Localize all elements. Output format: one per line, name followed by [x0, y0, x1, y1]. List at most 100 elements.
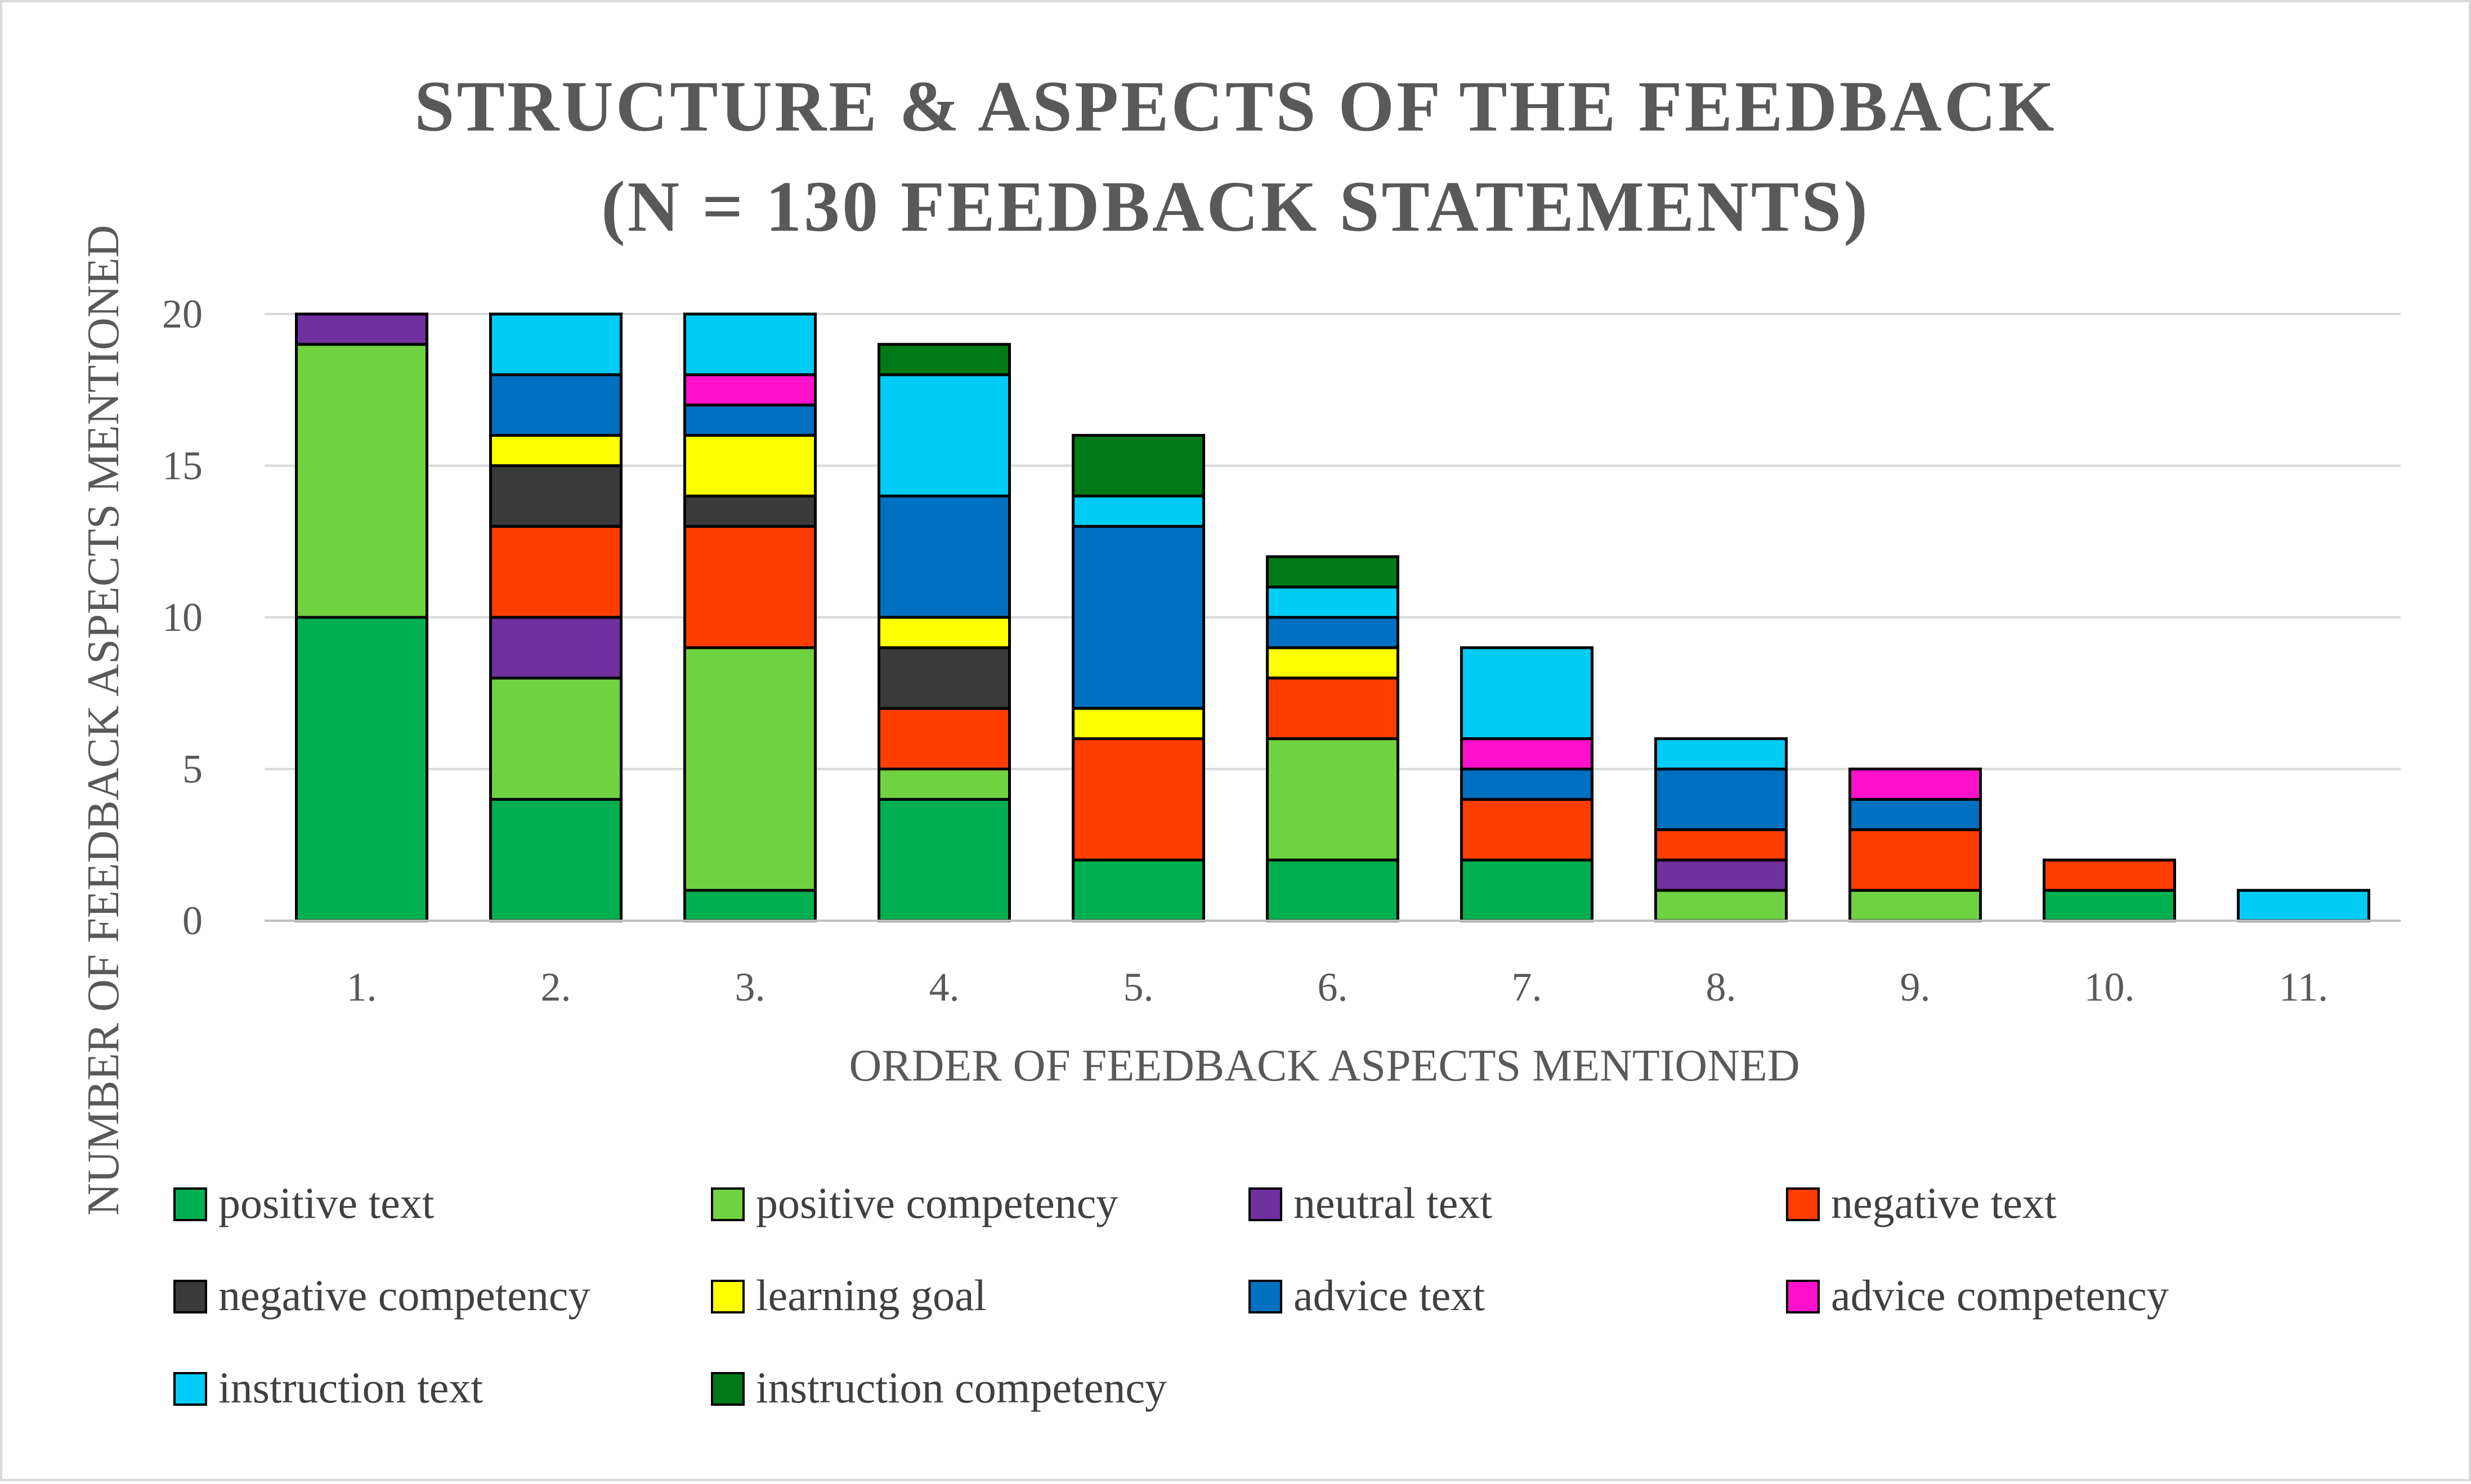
bar-segment-neutral-text-8	[1654, 858, 1788, 892]
bar-segment-positive-text-6	[1266, 858, 1399, 922]
bar-segment-instruction-text-5	[1072, 494, 1205, 528]
bar-segment-advice-text-4	[878, 494, 1011, 619]
legend-item-instruction-competency: instruction competency	[711, 1363, 1167, 1412]
bar-segment-advice-text-3	[683, 403, 817, 437]
legend-label: negative competency	[218, 1271, 590, 1320]
bar-segment-positive-text-4	[878, 797, 1011, 922]
bar-segment-positive-text-3	[683, 889, 817, 922]
bar-segment-instruction-text-6	[1266, 585, 1399, 619]
bar-segment-advice-competency-9	[1848, 768, 1982, 801]
bar-segment-neutral-text-1	[295, 312, 428, 346]
legend-item-positive-competency: positive competency	[711, 1178, 1118, 1227]
bars	[295, 312, 2370, 922]
bar-segment-advice-text-6	[1266, 616, 1399, 649]
bar-segment-learning-goal-6	[1266, 646, 1399, 680]
legend-item-negative-text: negative text	[1786, 1178, 2057, 1227]
bar-segment-positive-competency-9	[1848, 889, 1982, 922]
legend-label: neutral text	[1293, 1178, 1492, 1227]
bar-segment-positive-text-1	[295, 616, 428, 922]
bar-segment-positive-competency-6	[1266, 737, 1399, 862]
legend-item-neutral-text: neutral text	[1248, 1178, 1492, 1227]
bar-segment-advice-competency-3	[683, 373, 817, 407]
bar-segment-instruction-competency-4	[878, 343, 1011, 376]
x-tick-label: 8.	[1706, 965, 1736, 1010]
legend-label: advice competency	[1831, 1271, 2169, 1320]
x-tick-label: 3.	[735, 965, 766, 1010]
bar-segment-negative-competency-3	[683, 494, 817, 528]
bar-segment-instruction-text-2	[489, 312, 623, 376]
chart-title-line-2: (N = 130 FEEDBACK STATEMENTS)	[601, 167, 1870, 246]
bar-segment-negative-text-6	[1266, 676, 1399, 741]
legend-item-instruction-text: instruction text	[173, 1363, 483, 1412]
legend-swatch	[173, 1372, 207, 1406]
bar-segment-negative-text-2	[489, 524, 623, 619]
y-axis-ticks: 0 5 10 15 20	[162, 292, 203, 943]
x-tick-label: 5.	[1123, 965, 1154, 1010]
y-tick-label: 20	[162, 292, 203, 337]
legend-swatch	[711, 1187, 745, 1221]
bar-segment-positive-text-2	[489, 797, 623, 922]
bar-segment-negative-text-9	[1848, 828, 1982, 892]
x-tick-label: 6.	[1318, 965, 1348, 1010]
bar-segment-advice-text-7	[1460, 768, 1593, 801]
bar-segment-negative-text-3	[683, 524, 817, 649]
bar-segment-positive-text-5	[1072, 858, 1205, 922]
bar-segment-instruction-competency-6	[1266, 555, 1399, 589]
x-tick-label: 11.	[2279, 965, 2328, 1010]
bar-segment-learning-goal-4	[878, 616, 1011, 649]
legend-swatch	[1786, 1187, 1820, 1221]
bar-segment-learning-goal-5	[1072, 707, 1205, 741]
x-tick-label: 7.	[1512, 965, 1542, 1010]
x-tick-label: 4.	[929, 965, 960, 1010]
y-tick-label: 0	[182, 898, 203, 943]
y-tick-label: 10	[162, 595, 203, 640]
bar-segment-learning-goal-2	[489, 434, 623, 467]
bar-segment-negative-text-5	[1072, 737, 1205, 862]
legend-label: learning goal	[756, 1271, 986, 1320]
bar-segment-instruction-text-3	[683, 312, 817, 376]
legend-swatch	[1248, 1280, 1282, 1313]
bar-segment-instruction-text-11	[2237, 889, 2370, 922]
bar-segment-negative-competency-4	[878, 646, 1011, 710]
x-tick-label: 1.	[347, 965, 377, 1010]
bar-segment-negative-text-7	[1460, 797, 1593, 862]
bar-segment-advice-text-5	[1072, 524, 1205, 710]
legend-swatch	[173, 1280, 207, 1313]
bar-segment-positive-competency-3	[683, 646, 817, 892]
legend-swatch	[1248, 1187, 1282, 1221]
x-axis-title: ORDER OF FEEDBACK ASPECTS MENTIONED	[849, 1041, 1799, 1091]
chart-title-line-1: STRUCTURE & ASPECTS OF THE FEEDBACK	[414, 66, 2056, 146]
x-tick-label: 9.	[1900, 965, 1931, 1010]
legend-label: negative text	[1831, 1178, 2057, 1227]
bar-segment-instruction-text-8	[1654, 737, 1788, 770]
bar-segment-neutral-text-2	[489, 616, 623, 680]
legend-label: positive text	[218, 1178, 435, 1227]
bar-segment-negative-text-10	[2043, 858, 2176, 892]
y-tick-label: 15	[162, 443, 203, 488]
legend-swatch	[711, 1280, 745, 1313]
bar-segment-negative-text-8	[1654, 828, 1788, 862]
legend-swatch	[1786, 1280, 1820, 1313]
bar-segment-instruction-text-4	[878, 373, 1011, 497]
bar-segment-positive-competency-4	[878, 768, 1011, 801]
bar-segment-positive-text-10	[2043, 889, 2176, 922]
bar-segment-positive-text-7	[1460, 858, 1593, 922]
legend-item-negative-competency: negative competency	[173, 1271, 590, 1320]
legend-item-advice-text: advice text	[1248, 1271, 1485, 1320]
legend: positive text positive competency neutral …	[173, 1178, 2169, 1412]
legend-label: positive competency	[756, 1178, 1118, 1227]
y-tick-label: 5	[182, 747, 203, 792]
legend-swatch	[173, 1187, 207, 1221]
bar-segment-instruction-competency-5	[1072, 434, 1205, 497]
bar-segment-negative-text-4	[878, 707, 1011, 770]
x-tick-label: 2.	[541, 965, 571, 1010]
legend-swatch	[711, 1372, 745, 1406]
bar-segment-advice-text-9	[1848, 797, 1982, 831]
legend-label: instruction competency	[756, 1363, 1167, 1412]
legend-label: instruction text	[218, 1363, 483, 1412]
legend-item-advice-competency: advice competency	[1786, 1271, 2169, 1320]
bar-segment-positive-competency-1	[295, 343, 428, 619]
bar-segment-negative-competency-2	[489, 464, 623, 528]
